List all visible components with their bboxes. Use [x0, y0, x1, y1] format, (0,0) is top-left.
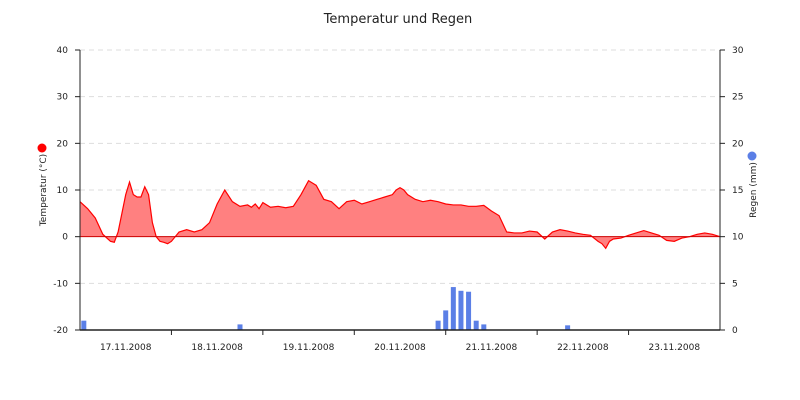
left-tick-label: 40: [57, 46, 69, 56]
left-tick-label: -20: [53, 326, 68, 336]
x-tick-label: 17.11.2008: [100, 343, 152, 353]
rain-bar: [458, 290, 464, 330]
right-tick-label: 10: [732, 233, 744, 243]
rain-bar: [473, 320, 479, 330]
right-tick-label: 25: [732, 93, 743, 103]
left-axis-title: Temperatur (°C): [37, 143, 49, 227]
x-tick-label: 20.11.2008: [374, 343, 426, 353]
right-tick-label: 0: [732, 326, 738, 336]
rain-bar: [81, 320, 87, 330]
rain-legend-dot: [747, 151, 757, 161]
right-tick-label: 15: [732, 186, 743, 196]
rain-bar: [443, 310, 449, 330]
rain-bar: [565, 325, 571, 330]
rain-bar: [466, 291, 472, 330]
left-axis-ticks: -20 -10 0 10 20 30 40: [53, 46, 80, 336]
right-axis-ticks: 0 5 10 15 20 25 30: [720, 46, 744, 336]
x-tick-label: 22.11.2008: [557, 343, 609, 353]
temperature-legend-dot: [37, 143, 47, 153]
right-tick-label: 30: [732, 46, 744, 56]
temperature-series: [79, 179, 721, 250]
x-tick-label: 21.11.2008: [466, 343, 518, 353]
rain-series: [81, 287, 571, 330]
rain-bar: [237, 324, 243, 330]
chart-title: Temperatur und Regen: [323, 12, 473, 27]
rain-bar: [481, 324, 487, 330]
temperature-area: [80, 180, 720, 249]
left-tick-label: 20: [57, 139, 69, 149]
left-tick-label: 10: [57, 186, 69, 196]
left-axis-label: Temperatur (°C): [39, 154, 49, 227]
left-tick-label: 30: [57, 93, 69, 103]
x-tick-label: 23.11.2008: [649, 343, 701, 353]
right-tick-label: 5: [732, 279, 738, 289]
temperature-line: [79, 179, 721, 250]
left-tick-label: -10: [53, 279, 68, 289]
x-axis-ticks: 17.11.2008 18.11.2008 19.11.2008 20.11.2008…: [100, 330, 700, 353]
right-axis-label: Regen (mm): [749, 162, 759, 218]
grid: [80, 49, 720, 284]
right-axis-title: Regen (mm): [747, 151, 759, 218]
rain-bar: [435, 320, 441, 330]
left-tick-label: 0: [62, 233, 68, 243]
rain-bar: [450, 287, 456, 330]
x-tick-label: 18.11.2008: [191, 343, 243, 353]
x-tick-label: 19.11.2008: [283, 343, 335, 353]
right-tick-label: 20: [732, 139, 744, 149]
